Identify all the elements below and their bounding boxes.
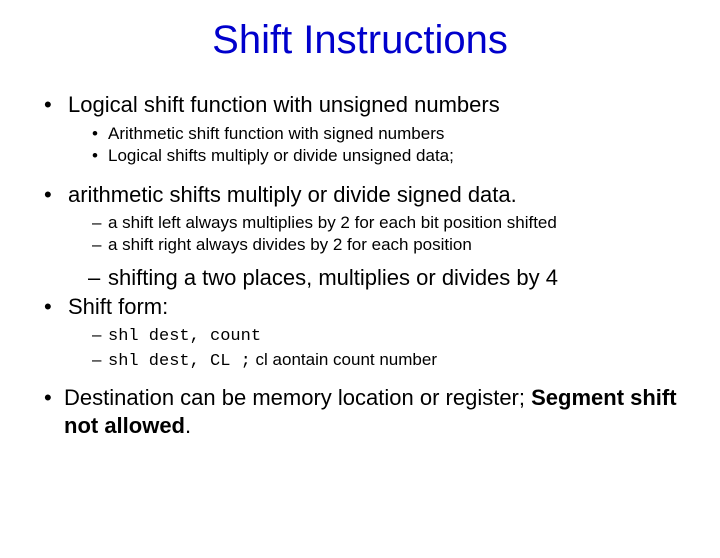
code-line-2: shl dest, CL ; cl aontain count number (40, 349, 690, 374)
slide-content: Logical shift function with unsigned num… (0, 91, 720, 439)
code-shl-cl: shl dest, CL ; (108, 352, 251, 371)
bullet-destination: Destination can be memory location or re… (40, 384, 690, 439)
dash-shift-right: a shift right always divides by 2 for ea… (40, 234, 690, 256)
bullet-logical-shift: Logical shift function with unsigned num… (40, 91, 690, 119)
dest-text: Destination can be memory location or re… (64, 385, 531, 410)
dash-shifting-two: shifting a two places, multiplies or div… (40, 264, 690, 293)
code-comment: cl aontain count number (251, 350, 437, 369)
slide-title: Shift Instructions (0, 18, 720, 63)
dash-shift-left: a shift left always multiplies by 2 for … (40, 212, 690, 234)
dest-period: . (185, 413, 191, 438)
bullet-arithmetic-shifts: arithmetic shifts multiply or divide sig… (40, 181, 690, 209)
bullet-shift-form: Shift form: (40, 293, 690, 321)
code-shl-count: shl dest, count (108, 327, 261, 346)
sub-bullet-arithmetic: Arithmetic shift function with signed nu… (40, 123, 690, 145)
code-line-1: shl dest, count (40, 324, 690, 349)
sub-bullet-logical-mult: Logical shifts multiply or divide unsign… (40, 145, 690, 167)
